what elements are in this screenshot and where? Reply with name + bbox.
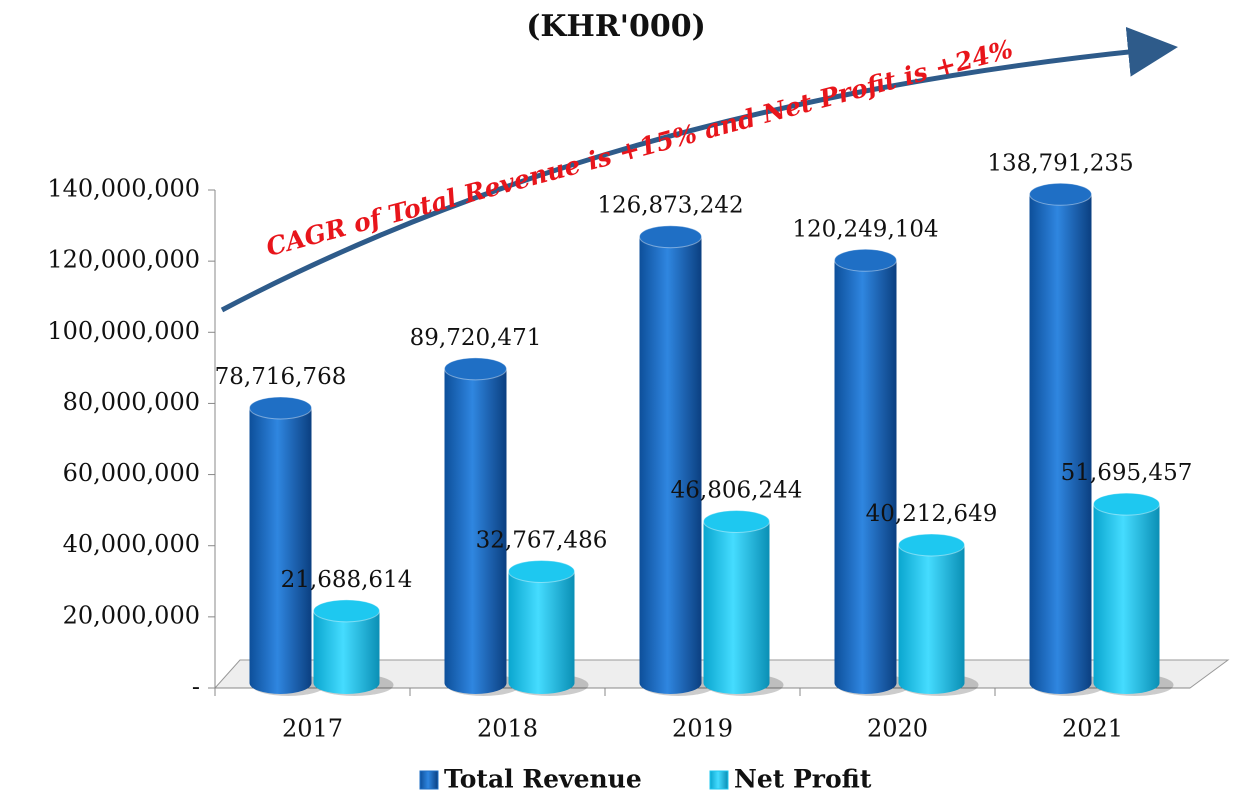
bar-top — [249, 396, 312, 420]
bar — [898, 544, 965, 683]
bar-bottom — [1093, 672, 1160, 694]
bar-bottom — [639, 672, 702, 694]
bar-bottom — [444, 672, 507, 694]
bar-top — [639, 225, 702, 249]
value-label: 78,716,768 — [215, 364, 347, 390]
bar-bottom — [313, 672, 380, 694]
bar — [1029, 194, 1092, 683]
bar-top — [313, 599, 380, 623]
bar-bottom — [508, 672, 575, 694]
trend-arrow — [220, 26, 1178, 313]
value-label: 51,695,457 — [1061, 460, 1193, 486]
y-tick-label: 60,000,000 — [63, 459, 200, 487]
value-label: 46,806,244 — [671, 478, 803, 504]
legend-label: Net Profit — [734, 765, 872, 794]
bar-bottom — [898, 672, 965, 694]
x-tick-label: 2018 — [477, 715, 538, 743]
value-label: 126,873,242 — [597, 193, 743, 219]
bar — [703, 521, 770, 683]
bar — [313, 610, 380, 683]
y-tick-label: 80,000,000 — [63, 388, 200, 416]
legend-swatch — [709, 770, 729, 790]
y-tick-label: 100,000,000 — [47, 317, 200, 345]
bar — [444, 368, 507, 683]
y-tick-label: 140,000,000 — [47, 175, 200, 203]
y-tick-label: 20,000,000 — [63, 601, 200, 629]
legend-swatch — [419, 770, 439, 790]
bar-top — [508, 559, 575, 583]
bar — [249, 407, 312, 683]
bar — [508, 571, 575, 683]
bar-top — [703, 510, 770, 534]
bar-top — [898, 533, 965, 557]
value-label: 89,720,471 — [410, 325, 542, 351]
bar-bottom — [834, 672, 897, 694]
bar-top — [1093, 492, 1160, 516]
y-tick-label: 40,000,000 — [63, 530, 200, 558]
y-tick-label: 120,000,000 — [47, 246, 200, 274]
value-label: 21,688,614 — [281, 567, 413, 593]
bar — [1093, 504, 1160, 683]
bar-top — [1029, 182, 1092, 206]
bar-bottom — [703, 672, 770, 694]
value-label: 32,767,486 — [476, 527, 608, 553]
legend-label: Total Revenue — [444, 765, 642, 794]
bar-top — [444, 357, 507, 381]
x-tick-label: 2019 — [672, 715, 733, 743]
x-tick-label: 2017 — [282, 715, 343, 743]
value-label: 40,212,649 — [866, 501, 998, 527]
chart-title: (KHR'000) — [526, 9, 706, 44]
bar — [639, 236, 702, 683]
x-tick-label: 2020 — [867, 715, 928, 743]
x-tick-label: 2021 — [1062, 715, 1123, 743]
value-label: 120,249,104 — [792, 216, 938, 242]
y-tick-label: - — [192, 673, 200, 701]
bar-bottom — [1029, 672, 1092, 694]
value-label: 138,791,235 — [987, 150, 1133, 176]
bar-bottom — [249, 672, 312, 694]
bar-top — [834, 248, 897, 272]
bar — [834, 260, 897, 683]
